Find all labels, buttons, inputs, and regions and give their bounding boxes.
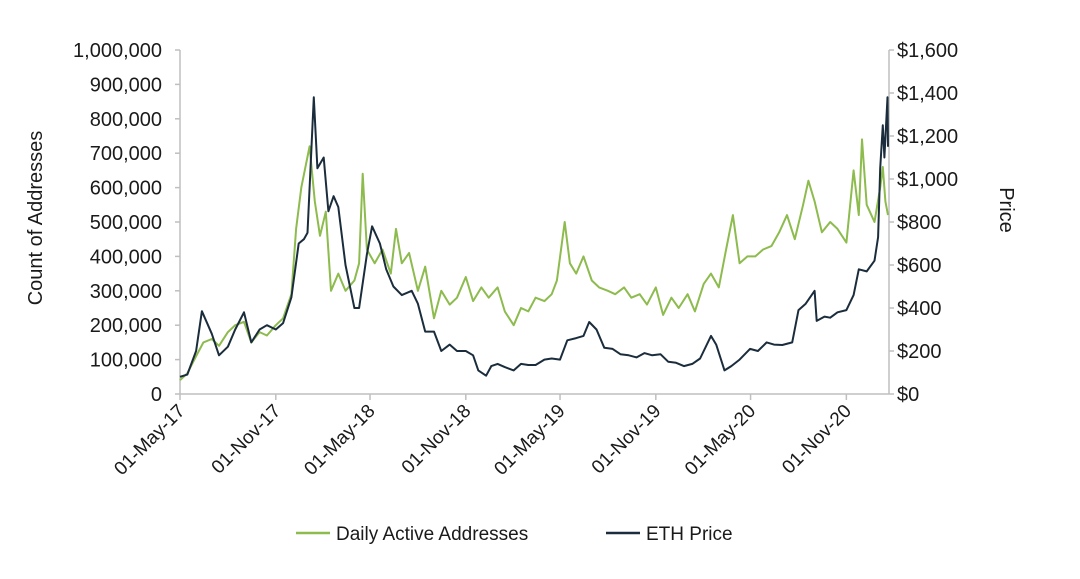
- legend: Daily Active Addresses ETH Price: [296, 524, 733, 545]
- y-right-tick-label: $1,600: [897, 40, 958, 62]
- series-line-eth-price: [179, 96, 889, 378]
- y-right-tick-label: $1,000: [897, 169, 958, 191]
- x-tick-label: 01-May-19: [490, 401, 569, 480]
- x-tick-label: 01-May-18: [300, 401, 379, 480]
- x-tick-label: 01-Nov-18: [398, 401, 476, 479]
- x-tick-label: 01-Nov-17: [208, 401, 286, 479]
- y-right-tick-label: $600: [897, 255, 942, 277]
- y-left-tick-label: 900,000: [90, 74, 162, 96]
- y-left-tick-label: 600,000: [90, 178, 162, 200]
- x-tick-label: 01-May-20: [681, 401, 760, 480]
- y-left-tick-label: 300,000: [90, 281, 162, 303]
- x-tick-label: 01-Nov-20: [778, 401, 856, 479]
- y-left-tick-label: 100,000: [90, 350, 162, 372]
- y-left-tick-label: 800,000: [90, 109, 162, 131]
- legend-label-daily-active-addresses: Daily Active Addresses: [336, 524, 528, 545]
- y-axis-left-title: Count of Addresses: [25, 131, 47, 306]
- y-left-tick-label: 0: [151, 384, 162, 406]
- y-left-tick-label: 500,000: [90, 212, 162, 234]
- legend-label-eth-price: ETH Price: [646, 524, 733, 545]
- x-tick-label: 01-May-17: [110, 401, 189, 480]
- y-axis-right-title: Price: [995, 187, 1017, 233]
- y-left-tick-label: 200,000: [90, 315, 162, 337]
- y-right-tick-label: $400: [897, 298, 942, 320]
- y-right-tick-label: $1,400: [897, 83, 958, 105]
- series-line-daily-active-addresses: [179, 138, 889, 381]
- y-right-tick-label: $0: [897, 384, 919, 406]
- y-left-tick-label: 400,000: [90, 246, 162, 268]
- y-right-tick-label: $800: [897, 212, 942, 234]
- y-right-tick-label: $1,200: [897, 126, 958, 148]
- y-left-tick-label: 700,000: [90, 143, 162, 165]
- y-left-tick-label: 1,000,000: [73, 40, 162, 62]
- y-right-tick-label: $200: [897, 341, 942, 363]
- x-tick-label: 01-Nov-19: [588, 401, 666, 479]
